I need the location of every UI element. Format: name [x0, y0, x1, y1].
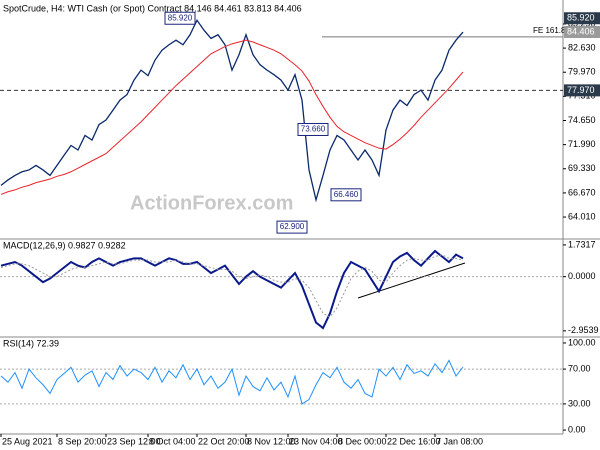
y-tick-label: 30.00 [568, 398, 591, 408]
trend-line [357, 262, 466, 299]
price-tag [564, 84, 600, 97]
x-tick-label: 8 Oct 04:00 [149, 436, 196, 446]
price-annotation: 62.900 [280, 222, 305, 231]
y-tick-label: 74.650 [568, 115, 596, 125]
x-tick-label: 23 Nov 04:00 [289, 436, 343, 446]
panel-title: SpotCrude, H4: WTI Cash (or Spot) Contra… [3, 3, 302, 13]
y-tick-label: 0.00 [568, 424, 586, 434]
y-tick-label: 79.970 [568, 67, 596, 77]
x-tick-label: 22 Dec 16:00 [387, 436, 441, 446]
y-tick-label: -2.9539 [568, 325, 599, 335]
price-annotation-box [276, 220, 308, 234]
y-tick-label: 1.7317 [568, 239, 596, 249]
x-tick-label: 25 Aug 2021 [2, 436, 53, 446]
series-line [0, 18, 464, 203]
price-tag-label: 77.970 [567, 85, 595, 95]
panel-title: MACD(12,26,9) 0.9827 0.9282 [3, 240, 126, 250]
x-tick-label: 8 Nov 12:00 [247, 436, 296, 446]
watermark: ActionForex.com [130, 192, 293, 214]
x-tick-label: 22 Oct 20:00 [198, 436, 250, 446]
price-annotation: 66.460 [334, 190, 359, 199]
price-annotation-box [297, 122, 329, 136]
price-annotation-box [330, 188, 362, 202]
x-tick-label: 8 Dec 00:00 [338, 436, 387, 446]
price-annotation: 85.920 [168, 13, 193, 22]
y-tick-label: 82.630 [568, 42, 596, 52]
y-tick-label: 64.010 [568, 211, 596, 221]
series-line [0, 359, 464, 405]
price-annotation: 73.660 [301, 125, 326, 134]
series-line [0, 249, 464, 330]
price-tag [564, 25, 600, 38]
y-tick-label: 0.0000 [568, 271, 596, 281]
y-tick-label: 100.00 [568, 337, 596, 347]
y-tick-label: 71.990 [568, 139, 596, 149]
price-tag [564, 12, 600, 25]
panel-title: RSI(14) 72.39 [3, 338, 59, 348]
price-annotation-box [164, 11, 196, 25]
fe-label: FE 161.8 [533, 26, 566, 35]
price-tag-label: 85.920 [567, 13, 595, 23]
price-tag-label: 84.406 [567, 26, 595, 36]
x-tick-label: 8 Sep 20:00 [58, 436, 107, 446]
y-tick-label: 66.670 [568, 187, 596, 197]
y-tick-label: 70.00 [568, 363, 591, 373]
y-tick-label: 69.330 [568, 163, 596, 173]
x-tick-label: 23 Sep 12:00 [107, 436, 161, 446]
x-tick-label: 7 Jan 08:00 [436, 436, 483, 446]
series-line [0, 39, 464, 195]
